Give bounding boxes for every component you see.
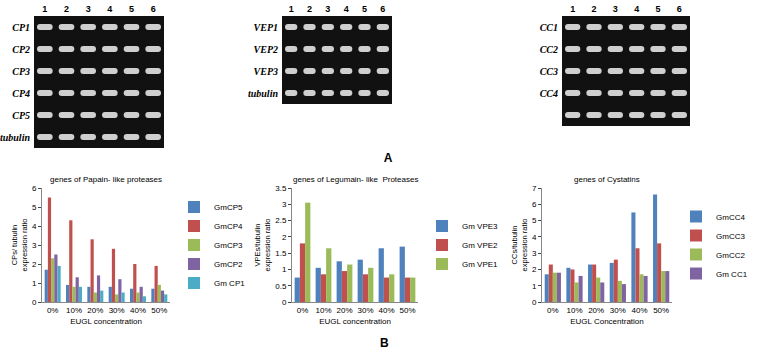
svg-text:2: 2 xyxy=(64,4,69,14)
svg-text:4: 4 xyxy=(344,4,349,14)
svg-text:3: 3 xyxy=(532,249,537,258)
svg-text:50%: 50% xyxy=(399,306,415,315)
svg-text:CC1: CC1 xyxy=(540,22,558,33)
svg-text:3: 3 xyxy=(282,200,287,209)
html-text:B: B xyxy=(380,336,389,350)
svg-text:40%: 40% xyxy=(130,306,146,315)
svg-text:30%: 30% xyxy=(610,306,626,315)
svg-text:A: A xyxy=(384,151,393,165)
svg-text:CP2: CP2 xyxy=(12,44,30,55)
svg-text:4: 4 xyxy=(107,4,112,14)
svg-text:50%: 50% xyxy=(151,306,167,315)
svg-text:3.5: 3.5 xyxy=(275,184,287,193)
svg-text:40%: 40% xyxy=(378,306,394,315)
svg-text:tubulin: tubulin xyxy=(0,132,30,143)
svg-text:VEP3: VEP3 xyxy=(254,66,278,77)
svg-text:VEP1: VEP1 xyxy=(254,22,278,33)
svg-text:20%: 20% xyxy=(336,306,352,315)
svg-text:20%: 20% xyxy=(87,306,103,315)
svg-text:6: 6 xyxy=(677,4,682,14)
svg-text:3: 3 xyxy=(32,241,37,250)
svg-text:0: 0 xyxy=(282,298,287,307)
svg-text:6: 6 xyxy=(380,4,385,14)
svg-text:EUGL concentration: EUGL concentration xyxy=(70,317,142,326)
svg-text:GmCP5: GmCP5 xyxy=(214,203,243,212)
svg-text:10%: 10% xyxy=(315,306,331,315)
svg-text:4: 4 xyxy=(634,4,639,14)
svg-text:30%: 30% xyxy=(357,306,373,315)
svg-text:6: 6 xyxy=(532,200,537,209)
svg-text:6: 6 xyxy=(151,4,156,14)
svg-text:CP3: CP3 xyxy=(12,66,30,77)
svg-text:5: 5 xyxy=(362,4,367,14)
svg-text:5: 5 xyxy=(129,4,134,14)
svg-text:3: 3 xyxy=(86,4,91,14)
svg-text:GmCC3: GmCC3 xyxy=(716,232,745,241)
svg-text:6: 6 xyxy=(32,184,37,193)
svg-text:Gm CC1: Gm CC1 xyxy=(716,270,748,279)
svg-text:2.5: 2.5 xyxy=(275,216,287,225)
svg-text:1: 1 xyxy=(42,4,47,14)
svg-text:2: 2 xyxy=(532,265,537,274)
svg-text:GmCP4: GmCP4 xyxy=(214,222,243,231)
svg-text:1: 1 xyxy=(532,282,537,291)
svg-text:EUGL concentration: EUGL concentration xyxy=(319,317,391,326)
svg-text:0: 0 xyxy=(32,298,37,307)
svg-text:1: 1 xyxy=(282,265,287,274)
svg-text:30%: 30% xyxy=(109,306,125,315)
svg-text:0%: 0% xyxy=(297,306,309,315)
svg-text:3: 3 xyxy=(325,4,330,14)
svg-text:GmCP2: GmCP2 xyxy=(214,260,243,269)
svg-text:Gm CP1: Gm CP1 xyxy=(214,279,245,288)
svg-text:2: 2 xyxy=(282,233,287,242)
svg-text:GmCP3: GmCP3 xyxy=(214,241,243,250)
svg-text:40%: 40% xyxy=(631,306,647,315)
svg-text:CC4: CC4 xyxy=(540,88,558,99)
svg-text:Gm VPE1: Gm VPE1 xyxy=(462,260,498,269)
svg-text:GmCC4: GmCC4 xyxy=(716,213,745,222)
svg-text:4: 4 xyxy=(32,222,37,231)
svg-text:2: 2 xyxy=(591,4,596,14)
svg-text:CP5: CP5 xyxy=(12,110,30,121)
svg-text:1: 1 xyxy=(289,4,294,14)
svg-text:GmCC2: GmCC2 xyxy=(716,251,745,260)
svg-text:1: 1 xyxy=(32,279,37,288)
svg-text:10%: 10% xyxy=(66,306,82,315)
svg-text:EUGL Concentration: EUGL Concentration xyxy=(570,317,644,326)
svg-text:3: 3 xyxy=(613,4,618,14)
svg-text:0%: 0% xyxy=(47,306,59,315)
svg-text:genes of Cystatins: genes of Cystatins xyxy=(574,175,640,184)
svg-text:5: 5 xyxy=(532,216,537,225)
svg-text:Gm VPE3: Gm VPE3 xyxy=(462,222,498,231)
svg-text:genes of Legumain- like Prote: genes of Legumain- like Proteases xyxy=(293,175,418,184)
svg-text:CC2: CC2 xyxy=(540,44,558,55)
svg-text:CCs/tubulinexpression ratio: CCs/tubulinexpression ratio xyxy=(510,219,529,272)
svg-text:0%: 0% xyxy=(547,306,559,315)
svg-text:5: 5 xyxy=(32,203,37,212)
svg-text:50%: 50% xyxy=(653,306,669,315)
svg-text:VEP2: VEP2 xyxy=(254,44,278,55)
svg-text:7: 7 xyxy=(532,184,537,193)
svg-text:20%: 20% xyxy=(588,306,604,315)
svg-text:genes of Papain- like protease: genes of Papain- like proteases xyxy=(50,175,162,184)
svg-text:tubulin: tubulin xyxy=(248,88,278,99)
svg-text:CP4: CP4 xyxy=(12,88,30,99)
svg-text:2: 2 xyxy=(32,260,37,269)
svg-text:5: 5 xyxy=(655,4,660,14)
svg-text:CC3: CC3 xyxy=(540,66,558,77)
svg-text:4: 4 xyxy=(532,233,537,242)
svg-text:1: 1 xyxy=(570,4,575,14)
svg-text:0: 0 xyxy=(532,298,537,307)
svg-text:10%: 10% xyxy=(566,306,582,315)
svg-text:Gm VPE2: Gm VPE2 xyxy=(462,241,498,250)
svg-text:CP1: CP1 xyxy=(12,22,30,33)
svg-text:VPEs/tubulinexpression ratio: VPEs/tubulinexpression ratio xyxy=(253,219,272,272)
svg-text:2: 2 xyxy=(307,4,312,14)
svg-text:CPs/ tubulinexpression ratio: CPs/ tubulinexpression ratio xyxy=(10,219,29,272)
svg-text:0.5: 0.5 xyxy=(275,282,287,291)
svg-text:1.5: 1.5 xyxy=(275,249,287,258)
